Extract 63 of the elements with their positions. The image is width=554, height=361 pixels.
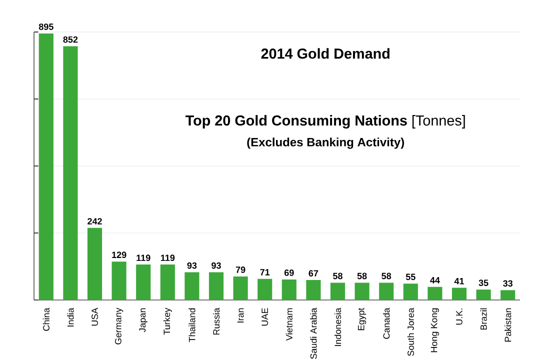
data-label: 93	[187, 262, 197, 269]
bar	[233, 276, 248, 300]
data-label: 67	[308, 270, 318, 277]
x-tick-label: Turkey	[163, 308, 172, 335]
text: Top 20 Gold Consuming Nations [Tonnes]	[185, 115, 465, 129]
x-tick-label: China	[42, 308, 50, 331]
x-tick-label: Germany	[114, 308, 124, 344]
bar	[306, 280, 321, 300]
x-tick-label: Canada	[383, 308, 390, 339]
x-tick-label: Vietnam	[286, 308, 292, 341]
bar	[160, 264, 175, 300]
annotation: (Excludes Banking Activity)	[247, 138, 404, 149]
data-label: 58	[382, 272, 392, 280]
bar	[258, 278, 272, 300]
x-tick-label: Indonesia	[334, 308, 342, 346]
data-label: 33	[503, 280, 513, 287]
data-label: 71	[260, 269, 270, 276]
bar	[38, 33, 54, 300]
x-tick-label: Japan	[139, 308, 148, 332]
bar	[208, 272, 224, 300]
bar	[354, 282, 370, 300]
data-label: 44	[430, 277, 440, 284]
data-label: 119	[136, 254, 150, 262]
bar	[112, 262, 126, 300]
data-label: 895	[38, 24, 54, 30]
bar	[403, 284, 418, 300]
data-label: 119	[160, 254, 175, 262]
data-label: 852	[63, 36, 78, 43]
data-label: 58	[333, 272, 342, 280]
text: 2014 Gold Demand	[261, 48, 390, 59]
data-label: 55	[406, 274, 416, 280]
bar	[476, 290, 491, 300]
data-label: 79	[236, 266, 246, 273]
bar	[87, 228, 102, 300]
bar	[184, 272, 200, 300]
x-tick-label: India	[67, 308, 74, 326]
x-tick-label: Brazil	[480, 308, 487, 330]
bar	[428, 286, 442, 300]
bar	[379, 282, 394, 300]
x-tick-label: UAE	[262, 308, 268, 326]
data-label: 58	[357, 272, 367, 280]
x-tick-label: Hong Kong	[430, 308, 439, 352]
x-tick-label: Thailand	[188, 308, 196, 342]
bar	[63, 46, 78, 300]
x-tick-label: Pakistan	[504, 308, 512, 342]
data-label: 93	[212, 262, 221, 269]
bar	[500, 290, 516, 300]
data-label: 242	[88, 218, 102, 224]
bar	[330, 282, 346, 300]
x-tick-label: Iran	[237, 308, 244, 322]
bar	[136, 264, 151, 300]
x-tick-label: USA	[92, 308, 98, 326]
data-label: 35	[478, 280, 488, 286]
x-tick-label: South Jorea	[407, 308, 414, 356]
x-tick-label: Saudi Arabia	[310, 308, 317, 359]
bar	[282, 279, 296, 300]
x-tick-label: U.K.	[456, 308, 462, 325]
data-label: 41	[454, 278, 464, 284]
x-tick-label: Egypt	[358, 308, 366, 330]
data-label: 129	[112, 252, 126, 258]
data-label: 69	[284, 270, 294, 276]
bar	[452, 288, 467, 300]
x-tick-label: Russia	[212, 308, 220, 335]
